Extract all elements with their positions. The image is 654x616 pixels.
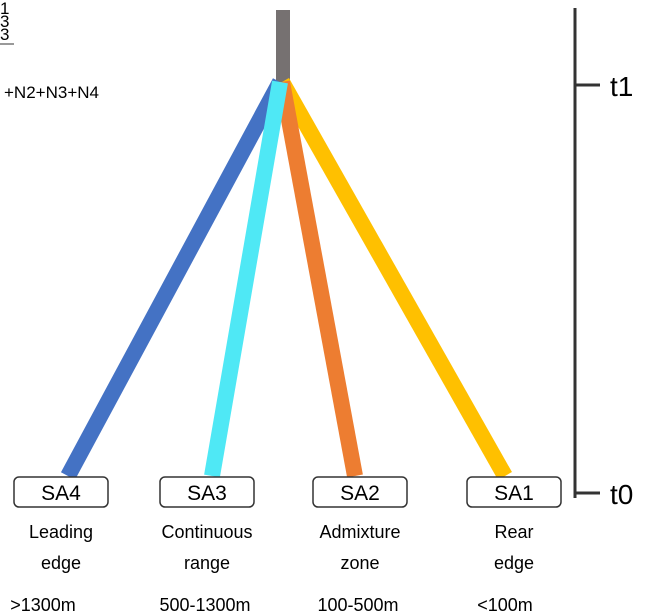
distance-sa1: <100m [477, 595, 533, 615]
description-sa4-line2: edge [41, 553, 81, 573]
timeline-label-t1: t1 [610, 71, 633, 102]
branch-sa3 [204, 80, 288, 478]
description-sa3-line2: range [184, 553, 230, 573]
population-box-sa3 [159, 476, 255, 508]
branch-sa4 [60, 78, 288, 480]
population-box-sa1 [466, 476, 562, 508]
timeline-label-t0: t0 [610, 479, 633, 510]
population-label-sa3: SA3 [187, 482, 227, 505]
distance-sa4: >1300m [10, 595, 76, 615]
population-sa4: SA4 [13, 476, 109, 508]
ancestral-population-label: +N2+N3+N4 [4, 83, 99, 102]
description-sa1-line1: Rear [494, 522, 533, 542]
description-sa2-line2: zone [340, 553, 379, 573]
population-label-sa2: SA2 [340, 482, 380, 505]
branch-sa1 [275, 78, 512, 480]
population-sa3: SA3 [159, 476, 255, 508]
population-label-sa4: SA4 [41, 482, 81, 505]
population-sa1: SA1 [466, 476, 562, 508]
cropped-label-fragment-3: 3 [0, 25, 9, 44]
distance-sa3: 500-1300m [159, 595, 250, 615]
description-sa1-line2: edge [494, 553, 534, 573]
population-sa2: SA2 [312, 476, 408, 508]
description-sa4-line1: Leading [29, 522, 93, 542]
cropped-label-fragment-1: 1 [0, 0, 9, 18]
description-sa2-line1: Admixture [319, 522, 400, 542]
population-box-sa4 [13, 476, 109, 508]
ancestral-trunk [276, 10, 290, 82]
distance-sa2: 100-500m [317, 595, 398, 615]
population-label-sa1: SA1 [494, 482, 534, 505]
description-sa3-line1: Continuous [161, 522, 252, 542]
branch-sa2 [274, 80, 363, 478]
population-box-sa2 [312, 476, 408, 508]
cropped-label-fragment-2: 3 [0, 12, 9, 31]
